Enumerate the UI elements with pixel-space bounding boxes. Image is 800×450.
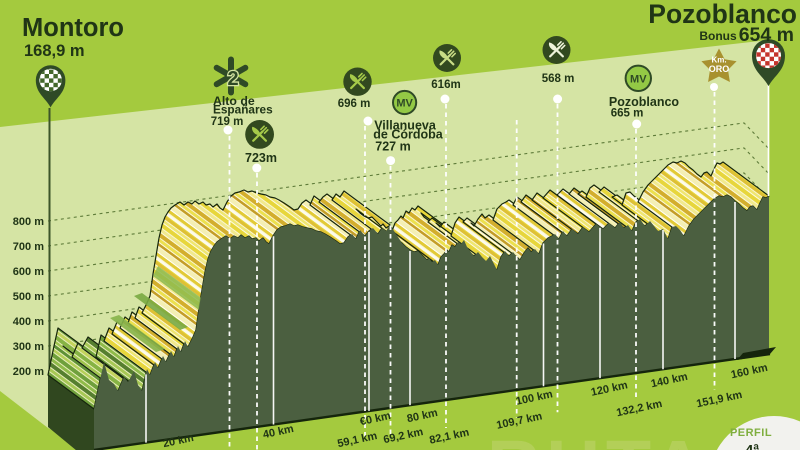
svg-text:Pozoblanco: Pozoblanco xyxy=(609,95,680,109)
svg-text:719 m: 719 m xyxy=(211,116,244,128)
svg-text:PERFIL: PERFIL xyxy=(730,427,772,439)
svg-text:700 m: 700 m xyxy=(13,241,44,253)
svg-text:727 m: 727 m xyxy=(375,140,410,154)
svg-text:Montoro: Montoro xyxy=(22,14,124,42)
svg-text:4ª: 4ª xyxy=(745,442,759,450)
svg-text:MV: MV xyxy=(396,98,413,110)
svg-text:Bonus: Bonus xyxy=(699,29,737,43)
svg-text:696 m: 696 m xyxy=(338,98,371,110)
svg-text:MV: MV xyxy=(630,73,647,85)
svg-text:800 m: 800 m xyxy=(13,216,44,228)
svg-text:500 m: 500 m xyxy=(13,291,44,303)
svg-text:Españares: Españares xyxy=(213,103,273,117)
svg-text:723m: 723m xyxy=(245,151,277,165)
svg-text:ORO: ORO xyxy=(709,64,730,74)
svg-text:300 m: 300 m xyxy=(13,341,44,353)
svg-text:de Córdoba: de Córdoba xyxy=(373,128,443,142)
svg-text:400 m: 400 m xyxy=(13,316,44,328)
svg-text:Villanueva: Villanueva xyxy=(374,119,437,133)
svg-text:168,9 m: 168,9 m xyxy=(24,42,85,60)
svg-text:Alto de: Alto de xyxy=(213,94,255,108)
svg-text:654 m: 654 m xyxy=(739,24,794,46)
svg-text:Pozoblanco: Pozoblanco xyxy=(648,0,797,29)
svg-text:600 m: 600 m xyxy=(13,266,44,278)
svg-text:RUTA: RUTA xyxy=(487,425,711,450)
svg-text:665 m: 665 m xyxy=(611,108,644,120)
svg-text:616m: 616m xyxy=(431,79,460,91)
svg-text:2: 2 xyxy=(227,68,238,90)
svg-text:200 m: 200 m xyxy=(13,366,44,378)
svg-text:568 m: 568 m xyxy=(542,73,575,85)
svg-text:Km.: Km. xyxy=(711,56,726,65)
